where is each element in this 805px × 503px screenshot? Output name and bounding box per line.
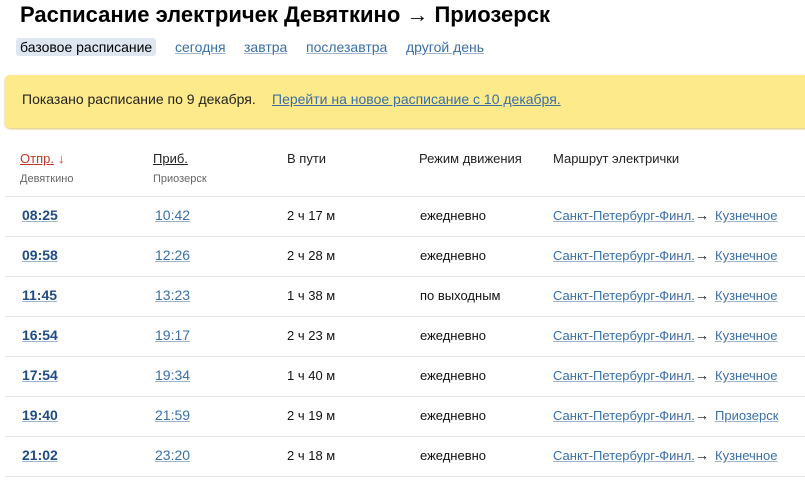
departure-time[interactable]: 09:58: [22, 247, 58, 263]
arrival-time[interactable]: 12:26: [155, 247, 191, 263]
tab[interactable]: сегодня: [175, 39, 226, 55]
schedule-mode: ежедневно: [420, 368, 487, 383]
route-from[interactable]: Санкт-Петербург-Финл.: [553, 288, 695, 303]
route-arrow: →: [695, 287, 709, 303]
route-from[interactable]: Санкт-Петербург-Финл.: [553, 328, 695, 343]
schedule-mode: ежедневно: [420, 208, 487, 223]
route-arrow: →: [695, 247, 709, 263]
notice-link[interactable]: Перейти на новое расписание с 10 декабря…: [272, 91, 561, 107]
row-separator: [5, 476, 805, 477]
row-separator: [5, 316, 805, 317]
column-header[interactable]: Отпр.: [20, 151, 54, 166]
tab[interactable]: базовое расписание: [16, 38, 157, 56]
arrival-time[interactable]: 23:20: [155, 447, 191, 463]
route-to[interactable]: Кузнечное: [715, 368, 778, 383]
route-from[interactable]: Санкт-Петербург-Финл.: [553, 408, 695, 423]
travel-time: 2 ч 23 м: [287, 328, 336, 343]
travel-time: 2 ч 18 м: [287, 448, 336, 463]
travel-time: 2 ч 17 м: [287, 208, 336, 223]
schedule-mode: ежедневно: [420, 248, 487, 263]
column-subheader: Девяткино: [20, 173, 74, 185]
row-separator: [5, 196, 805, 197]
sort-indicator: ↓: [58, 151, 65, 166]
departure-time[interactable]: 21:02: [22, 447, 58, 463]
route-arrow: →: [695, 367, 709, 383]
route-arrow: →: [695, 447, 709, 463]
departure-time[interactable]: 19:40: [22, 407, 58, 423]
row-separator: [5, 356, 805, 357]
route-to[interactable]: Кузнечное: [715, 328, 778, 343]
route-to[interactable]: Кузнечное: [715, 288, 778, 303]
departure-time[interactable]: 08:25: [22, 207, 58, 223]
route-from[interactable]: Санкт-Петербург-Финл.: [553, 368, 695, 383]
departure-time[interactable]: 11:45: [22, 287, 58, 303]
notice-text: Показано расписание по 9 декабря.: [22, 91, 256, 107]
row-separator: [5, 396, 805, 397]
travel-time: 2 ч 28 м: [287, 248, 336, 263]
route-from[interactable]: Санкт-Петербург-Финл.: [553, 448, 695, 463]
route-to[interactable]: Кузнечное: [715, 448, 778, 463]
route-from[interactable]: Санкт-Петербург-Финл.: [553, 208, 695, 223]
arrival-time[interactable]: 13:23: [155, 287, 191, 303]
arrival-time[interactable]: 10:42: [155, 207, 191, 223]
route-to[interactable]: Кузнечное: [715, 208, 778, 223]
arrival-time[interactable]: 21:59: [155, 407, 191, 423]
notice: Показано расписание по 9 декабря. Перейт…: [5, 75, 805, 128]
tab[interactable]: завтра: [244, 39, 288, 55]
arrival-time[interactable]: 19:34: [155, 367, 191, 383]
column-header[interactable]: Приб.: [153, 151, 188, 166]
route-arrow: →: [695, 327, 709, 343]
travel-time: 2 ч 19 м: [287, 408, 336, 423]
column-header: Маршрут электрички: [553, 151, 680, 166]
page-title: Расписание электричек Девяткино → Приозе…: [20, 2, 550, 27]
tab[interactable]: другой день: [406, 39, 485, 55]
column-subheader: Приозерск: [153, 173, 207, 185]
schedule-mode: по выходным: [420, 288, 501, 303]
column-header: Режим движения: [419, 151, 522, 166]
travel-time: 1 ч 38 м: [287, 288, 336, 303]
arrival-time[interactable]: 19:17: [155, 327, 191, 343]
tab[interactable]: послезавтра: [306, 39, 388, 55]
route-from[interactable]: Санкт-Петербург-Финл.: [553, 248, 695, 263]
route-arrow: →: [695, 407, 709, 423]
schedule-mode: ежедневно: [420, 448, 487, 463]
row-separator: [5, 436, 805, 437]
route-to[interactable]: Кузнечное: [715, 248, 778, 263]
departure-time[interactable]: 16:54: [22, 327, 58, 343]
column-header: В пути: [287, 151, 327, 166]
travel-time: 1 ч 40 м: [287, 368, 336, 383]
row-separator: [5, 276, 805, 277]
schedule-mode: ежедневно: [420, 408, 487, 423]
schedule-mode: ежедневно: [420, 328, 487, 343]
route-to[interactable]: Приозерск: [715, 408, 779, 423]
row-separator: [5, 236, 805, 237]
departure-time[interactable]: 17:54: [22, 367, 58, 383]
route-arrow: →: [695, 207, 709, 223]
